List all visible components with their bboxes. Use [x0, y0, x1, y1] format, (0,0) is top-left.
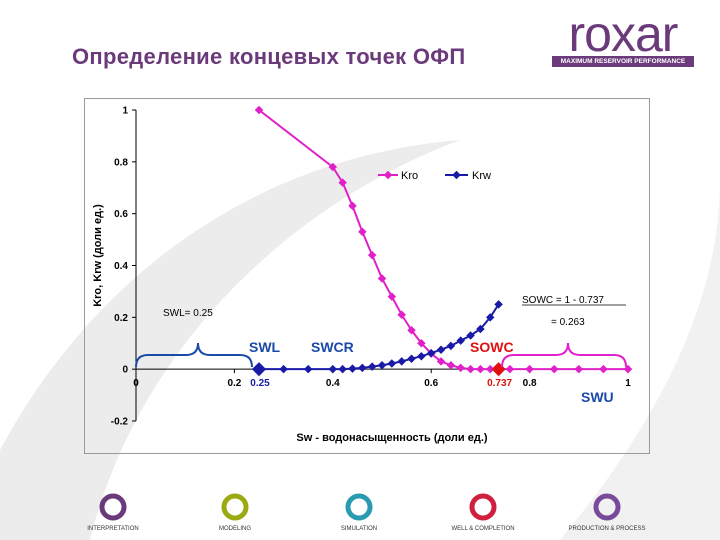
simulation-ring-icon	[345, 493, 373, 521]
x-tick-label: 0.4	[326, 378, 340, 389]
data-point-kro	[417, 339, 426, 348]
x-tick-label: 0.6	[424, 378, 438, 389]
data-point-krw	[417, 351, 426, 361]
swcr-label: SWCR	[311, 339, 354, 355]
data-point-kro	[436, 357, 446, 366]
data-point-kro	[377, 274, 387, 283]
sowc-note-line1: SOWC = 1 - 0.737	[522, 295, 604, 306]
data-point-kro	[358, 227, 367, 237]
swl-note: SWL= 0.25	[163, 308, 213, 319]
data-point-kro	[338, 178, 347, 187]
sowc-label: SOWC	[470, 339, 514, 355]
data-point-krw	[358, 363, 367, 373]
data-point-kro	[549, 364, 559, 374]
series-line-krw	[259, 303, 500, 371]
data-point-kro	[623, 364, 633, 374]
data-point-kro	[485, 364, 495, 374]
data-point-kro	[599, 364, 608, 374]
x-tick-label: 0	[133, 378, 139, 389]
data-point-krw	[279, 364, 288, 374]
data-point-kro	[328, 162, 338, 172]
swl-label: SWL	[249, 339, 281, 355]
y-tick-label: 0	[122, 365, 128, 376]
data-point-kro	[348, 201, 357, 211]
logo-tagline: MAXIMUM RESERVOIR PERFORMANCE	[552, 56, 694, 67]
footer-label-well-completion: WELL & COMPLETION	[451, 526, 515, 532]
data-point-krw	[348, 364, 357, 373]
production-process-ring-icon	[593, 493, 621, 521]
y-tick-label: 0.4	[114, 261, 128, 272]
endpoint-marker	[251, 362, 267, 377]
legend-marker-krw	[452, 170, 461, 180]
modeling-ring-icon	[221, 493, 249, 521]
x-axis-label: Sw - водонасыщенность (доли ед.)	[296, 432, 487, 444]
series-line-kro	[258, 109, 628, 371]
data-point-krw	[476, 324, 485, 334]
data-point-krw	[456, 336, 465, 345]
slide-title: Определение концевых точек ОФП	[72, 44, 466, 69]
data-point-kro	[574, 364, 584, 374]
roxar-logo: roxar MAXIMUM RESERVOIR PERFORMANCE	[548, 6, 698, 70]
data-point-krw	[397, 357, 406, 366]
x-tick-label: 0.2	[227, 378, 241, 389]
data-point-kro	[387, 292, 397, 301]
sowc-note-line2: = 0.263	[551, 317, 585, 328]
endpoint-marker	[491, 362, 506, 377]
well-completion-ring-icon	[469, 493, 497, 521]
data-point-krw	[377, 361, 387, 370]
footer-label-interpretation: INTERPRETATION	[87, 526, 139, 532]
legend-marker-kro	[383, 170, 393, 180]
y-axis-label: Kro, Krw (доли ед.)	[92, 204, 104, 307]
data-point-krw	[407, 354, 416, 364]
x-tick-label: 1	[625, 378, 631, 389]
data-point-kro	[367, 250, 377, 260]
data-point-krw	[303, 364, 313, 374]
data-point-krw	[387, 359, 397, 368]
legend-label-kro: Kro	[401, 170, 418, 182]
data-point-krw	[436, 345, 446, 354]
data-point-kro	[505, 364, 515, 374]
y-tick-label: 0.2	[114, 313, 128, 324]
swu-label: SWU	[581, 389, 614, 405]
data-point-kro	[446, 361, 456, 370]
data-point-krw	[485, 313, 495, 322]
y-tick-label: 0.8	[114, 157, 128, 168]
chart-frame	[84, 98, 650, 454]
endpoint-label: 0.25	[250, 378, 270, 389]
interpretation-ring-icon	[99, 493, 127, 521]
footer-label-modeling: MODELING	[218, 526, 251, 532]
y-tick-label: -0.2	[111, 417, 129, 428]
data-point-krw	[338, 364, 347, 374]
legend-label-krw: Krw	[472, 170, 491, 182]
x-tick-label: 0.8	[523, 378, 537, 389]
footer-label-production-process: PRODUCTION & PROCESS	[568, 526, 646, 532]
data-point-krw	[426, 348, 436, 358]
footer-label-simulation: SIMULATION	[340, 526, 378, 532]
swl-brace	[135, 342, 253, 368]
data-point-kro	[407, 326, 416, 335]
data-point-kro	[476, 364, 485, 374]
data-point-krw	[494, 300, 503, 309]
y-tick-label: 1	[122, 106, 128, 117]
sowc-brace	[501, 342, 627, 368]
data-point-kro	[397, 310, 406, 319]
endpoint-label: 0.737	[487, 378, 512, 389]
data-point-krw	[328, 364, 338, 374]
y-tick-label: 0.6	[114, 209, 128, 220]
logo-wordmark: roxar	[568, 6, 679, 62]
data-point-kro	[254, 105, 264, 115]
data-point-kro	[466, 364, 475, 374]
data-point-kro	[456, 363, 465, 373]
data-point-krw	[367, 362, 377, 371]
data-point-krw	[466, 331, 475, 340]
data-point-krw	[446, 341, 456, 351]
data-point-kro	[525, 364, 534, 374]
